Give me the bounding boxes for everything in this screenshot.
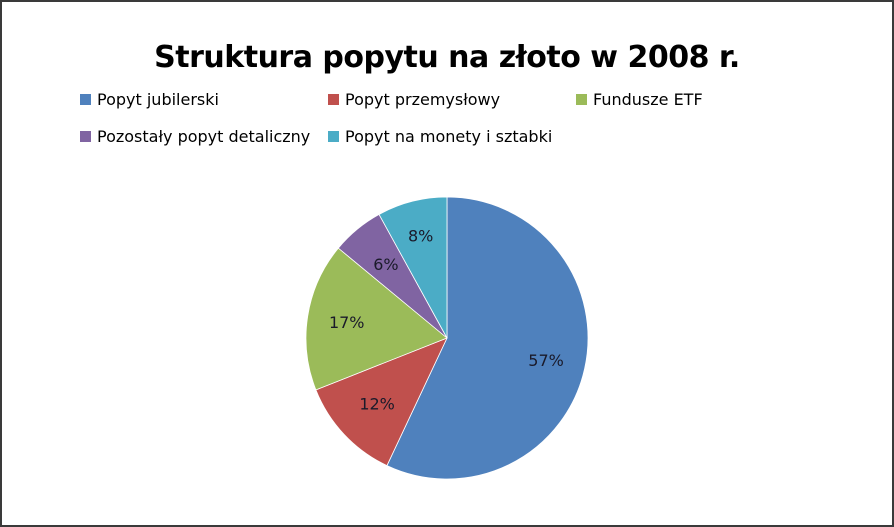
legend-swatch <box>80 131 91 142</box>
legend-label: Pozostały popyt detaliczny <box>97 127 311 146</box>
data-label: 57% <box>528 351 564 370</box>
data-label: 12% <box>359 395 395 414</box>
legend-label: Popyt na monety i sztabki <box>345 127 553 146</box>
pie-slice <box>305 247 448 391</box>
legend-item-etf: Fundusze ETF <box>576 90 703 109</box>
legend-item-detaliczny: Pozostały popyt detaliczny <box>80 127 310 146</box>
legend-item-monety: Popyt na monety i sztabki <box>328 127 552 146</box>
chart-title: Struktura popytu na złoto w 2008 r. <box>154 40 740 75</box>
legend-label: Popyt przemysłowy <box>345 90 501 109</box>
data-label: 17% <box>329 313 365 332</box>
legend-item-jubilerski: Popyt jubilerski <box>80 90 219 109</box>
legend-swatch <box>328 94 339 105</box>
legend-swatch <box>576 94 587 105</box>
data-label: 6% <box>373 255 398 274</box>
legend-item-przemyslowy: Popyt przemysłowy <box>328 90 500 109</box>
legend-label: Popyt jubilerski <box>97 90 219 109</box>
legend-swatch <box>80 94 91 105</box>
legend-label: Fundusze ETF <box>593 90 703 109</box>
pie-slice <box>386 196 589 480</box>
pie-slice <box>315 337 448 467</box>
pie-slice <box>378 196 448 339</box>
legend-swatch <box>328 131 339 142</box>
data-label: 8% <box>408 227 433 246</box>
